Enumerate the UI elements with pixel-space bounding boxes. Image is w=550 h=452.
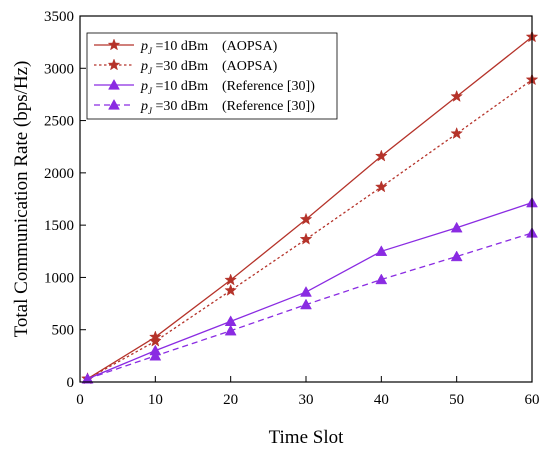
- legend-var: p: [140, 99, 148, 114]
- legend-label: pJ =30 dBm (Reference [30]): [140, 99, 315, 116]
- legend-value: =10 dBm: [152, 39, 208, 54]
- data-point: [450, 221, 463, 233]
- data-point: [374, 180, 388, 193]
- data-point: [224, 324, 237, 336]
- data-point: [375, 273, 388, 285]
- y-tick-label: 2500: [44, 114, 74, 130]
- data-point: [300, 298, 312, 310]
- x-tick-label: 10: [148, 392, 163, 408]
- series-1: [81, 73, 539, 385]
- x-tick-label: 60: [525, 392, 540, 408]
- data-point: [224, 273, 238, 286]
- x-tick-label: 40: [374, 392, 389, 408]
- legend-subscript: J: [148, 66, 153, 76]
- legend-entry: pJ =30 dBm (Reference [30]): [94, 98, 315, 116]
- legend-var: p: [140, 59, 148, 74]
- legend-entry: pJ =30 dBm (AOPSA): [94, 58, 278, 76]
- y-axis-title: Total Communication Rate (bps/Hz): [11, 61, 32, 338]
- data-point: [224, 315, 237, 326]
- y-tick-label: 1000: [44, 270, 74, 286]
- legend-label: pJ =10 dBm (Reference [30]): [140, 79, 315, 96]
- legend-method: (Reference [30]): [222, 79, 315, 94]
- chart-marks: [81, 30, 539, 385]
- chart-axes: 0 10 20 30 40 50 60 0 500 1000 1500 2000 2500 3000 350…: [44, 9, 540, 408]
- legend-subscript: J: [148, 46, 153, 56]
- chart-legend: pJ =10 dBm (AOPSA)pJ =30 dBm (AOPSA)pJ =10…: [86, 32, 338, 120]
- y-tick-label: 1500: [44, 218, 74, 234]
- y-tick-label: 500: [52, 323, 75, 339]
- data-point: [224, 283, 238, 296]
- legend-marker: [107, 58, 121, 71]
- legend-method: (AOPSA): [222, 39, 278, 54]
- x-axis-title: Time Slot: [269, 427, 345, 448]
- data-point: [299, 232, 313, 245]
- legend-value: =30 dBm: [152, 99, 208, 114]
- data-point: [375, 245, 388, 256]
- legend-label: pJ =30 dBm (AOPSA): [140, 59, 278, 76]
- series-3: [81, 226, 538, 384]
- legend-value: =30 dBm: [152, 59, 208, 74]
- y-tick-label: 2000: [44, 166, 74, 182]
- data-point: [81, 372, 94, 384]
- legend-marker: [107, 38, 121, 51]
- y-tick-label: 3500: [44, 9, 74, 25]
- legend-subscript: J: [148, 106, 153, 116]
- data-point: [374, 149, 388, 162]
- y-tick-label: 0: [67, 375, 75, 391]
- y-tick-label: 3000: [44, 61, 74, 77]
- data-point: [450, 250, 463, 262]
- legend-value: =10 dBm: [152, 79, 208, 94]
- x-tick-label: 0: [76, 392, 84, 408]
- x-tick-label: 30: [299, 392, 314, 408]
- data-point: [450, 126, 464, 140]
- data-point: [450, 89, 464, 102]
- data-point: [149, 349, 162, 361]
- data-point: [299, 212, 313, 225]
- legend-marker: [108, 98, 120, 110]
- x-tick-label: 20: [223, 392, 238, 408]
- legend-label: pJ =10 dBm (AOPSA): [140, 39, 278, 56]
- legend-entry: pJ =10 dBm (Reference [30]): [94, 78, 315, 96]
- legend-subscript: J: [148, 86, 153, 96]
- legend-var: p: [140, 79, 148, 94]
- series-2: [81, 196, 538, 384]
- data-point: [300, 286, 312, 297]
- legend-method: (Reference [30]): [222, 99, 315, 114]
- x-tick-label: 50: [449, 392, 464, 408]
- data-point: [148, 334, 162, 347]
- legend-method: (AOPSA): [222, 59, 278, 74]
- legend-var: p: [140, 39, 148, 54]
- legend-entry: pJ =10 dBm (AOPSA): [94, 38, 278, 56]
- legend-marker: [108, 78, 120, 90]
